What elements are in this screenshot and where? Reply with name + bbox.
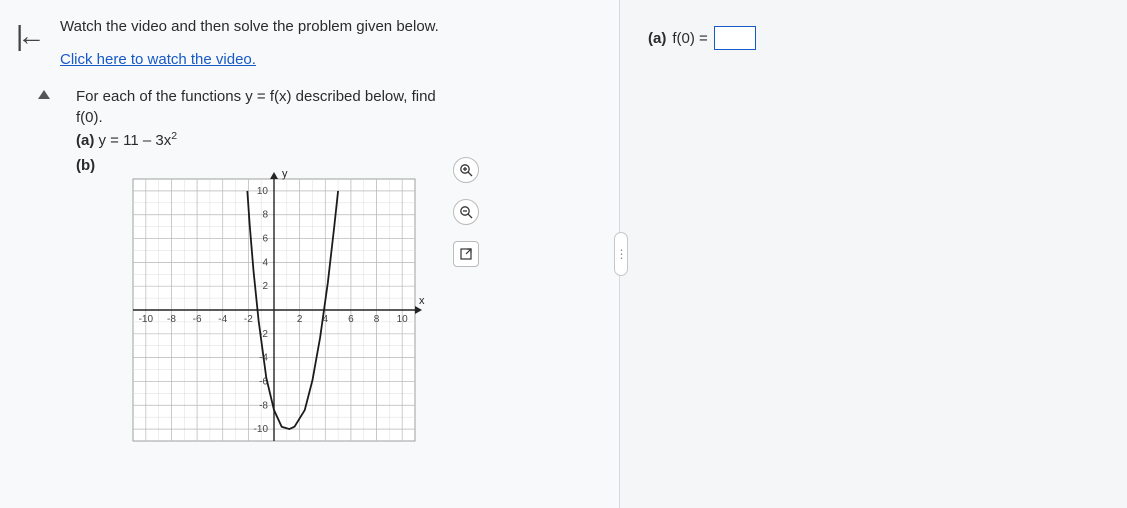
answer-panel: (a) f(0) = bbox=[620, 0, 1127, 508]
part-b-label: (b) bbox=[76, 157, 95, 174]
svg-text:8: 8 bbox=[374, 314, 380, 325]
svg-text:10: 10 bbox=[397, 314, 409, 325]
zoom-out-icon[interactable] bbox=[453, 199, 479, 225]
svg-text:6: 6 bbox=[348, 314, 354, 325]
problem-block: For each of the functions y = f(x) descr… bbox=[60, 88, 591, 465]
question-panel: |← Watch the video and then solve the pr… bbox=[0, 0, 620, 508]
svg-text:y: y bbox=[282, 168, 288, 180]
svg-text:8: 8 bbox=[263, 210, 269, 221]
svg-text:-4: -4 bbox=[218, 314, 227, 325]
back-button[interactable]: |← bbox=[16, 22, 39, 50]
prompt-line-2: f(0). bbox=[76, 109, 591, 126]
part-a-equation: y = 11 – 3x bbox=[94, 132, 171, 149]
svg-text:10: 10 bbox=[257, 186, 269, 197]
svg-text:-8: -8 bbox=[259, 400, 268, 411]
svg-text:-8: -8 bbox=[167, 314, 176, 325]
svg-text:2: 2 bbox=[297, 314, 303, 325]
instruction-text: Watch the video and then solve the probl… bbox=[60, 18, 591, 35]
chart-tools bbox=[453, 157, 479, 267]
part-a-exponent: 2 bbox=[171, 130, 177, 142]
svg-text:-6: -6 bbox=[193, 314, 202, 325]
answer-a-input[interactable] bbox=[714, 26, 756, 50]
collapse-caret-icon[interactable] bbox=[38, 90, 50, 99]
svg-text:-10: -10 bbox=[139, 314, 154, 325]
prompt-line-1: For each of the functions y = f(x) descr… bbox=[76, 88, 591, 105]
part-a: (a) y = 11 – 3x2 bbox=[76, 130, 591, 149]
svg-text:4: 4 bbox=[263, 257, 269, 268]
expand-icon[interactable] bbox=[453, 241, 479, 267]
svg-text:2: 2 bbox=[263, 281, 269, 292]
part-a-label: (a) bbox=[76, 132, 94, 149]
answer-row-a: (a) f(0) = bbox=[648, 26, 1099, 50]
panel-resize-handle[interactable]: ⋮ bbox=[614, 232, 628, 276]
svg-text:6: 6 bbox=[263, 234, 269, 245]
answer-a-label: (a) bbox=[648, 30, 666, 47]
zoom-in-icon[interactable] bbox=[453, 157, 479, 183]
svg-text:-10: -10 bbox=[254, 424, 269, 435]
watch-video-link[interactable]: Click here to watch the video. bbox=[60, 51, 256, 68]
graph-chart: yx-10-8-6-4-2246810108642-2-4-6-8-10 bbox=[109, 155, 439, 465]
answer-a-expression: f(0) = bbox=[672, 30, 707, 47]
svg-text:x: x bbox=[419, 295, 425, 307]
svg-text:-2: -2 bbox=[244, 314, 253, 325]
